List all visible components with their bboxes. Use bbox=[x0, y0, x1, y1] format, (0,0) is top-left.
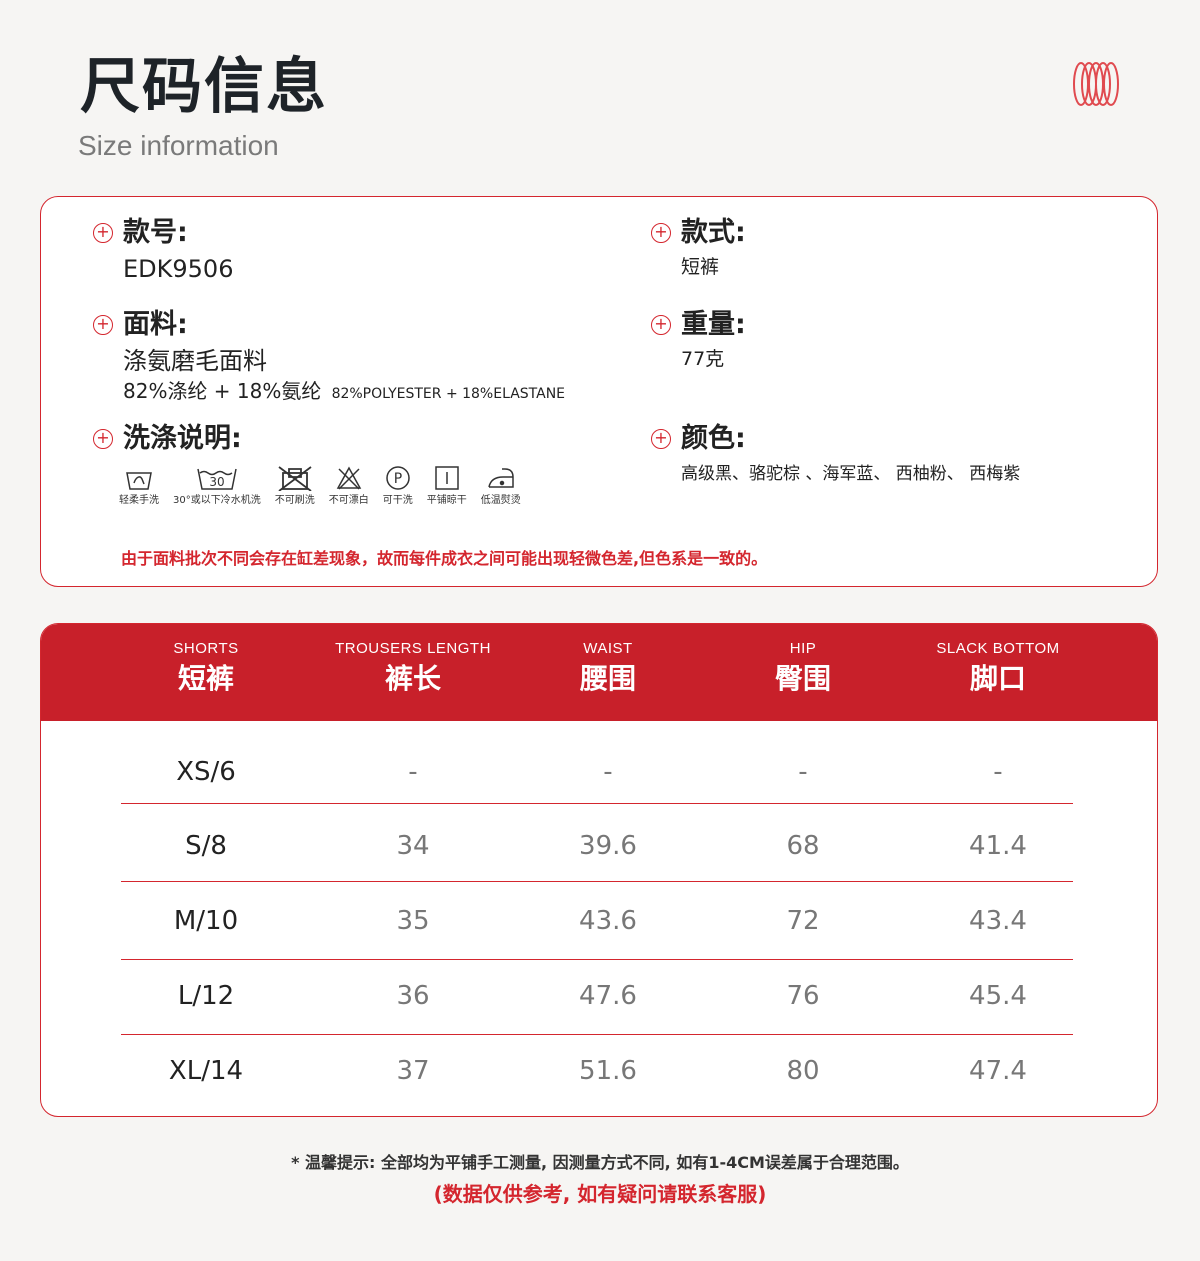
table-cell: 51.6 bbox=[579, 1056, 637, 1086]
page-title: 尺码信息 bbox=[80, 52, 328, 122]
column-header: HIP 臀围 bbox=[775, 640, 831, 696]
column-header: SHORTS 短裤 bbox=[173, 640, 238, 696]
dry-flat-icon bbox=[434, 466, 459, 490]
table-cell: 39.6 bbox=[579, 831, 637, 861]
table-cell: - bbox=[408, 757, 418, 787]
iron-low-icon bbox=[487, 468, 514, 488]
field-value: 涤氨磨毛面料 bbox=[123, 347, 267, 375]
size-label: XS/6 bbox=[176, 757, 236, 787]
svg-text:P: P bbox=[394, 471, 402, 487]
machine-wash-30-icon: 30 bbox=[197, 468, 237, 490]
product-info-card: + 款号: EDK9506 + 款式: 短裤 + 面料: 涤氨磨毛面料 82%涤纶 +… bbox=[40, 196, 1158, 587]
care-item: 低温熨烫 bbox=[481, 465, 521, 507]
field-value: 高级黑、骆驼棕 、海军蓝、 西柚粉、 西梅紫 bbox=[681, 464, 1021, 484]
table-header: SHORTS 短裤 TROUSERS LENGTH 裤长 WAIST 腰围 HIP 臀围 SLA… bbox=[41, 624, 1157, 721]
table-cell: - bbox=[603, 757, 613, 787]
care-item: P 可干洗 bbox=[383, 465, 413, 507]
style-number-field: + 款号: EDK9506 bbox=[93, 217, 234, 283]
care-item: 轻柔手洗 bbox=[119, 465, 159, 507]
measurement-tip: * 温馨提示: 全部均为平铺手工测量, 因测量方式不同, 如有1-4CM误差属于… bbox=[291, 1153, 909, 1172]
field-label: 颜色: bbox=[681, 423, 746, 454]
plus-icon: + bbox=[93, 315, 113, 335]
care-item: 不可刷洗 bbox=[275, 465, 315, 507]
plus-icon: + bbox=[93, 429, 113, 449]
color-difference-warning: 由于面料批次不同会存在缸差现象，故而每件成衣之间可能出现轻微色差,但色系是一致的… bbox=[121, 549, 768, 568]
hand-wash-icon bbox=[126, 472, 152, 490]
field-value: 77克 bbox=[681, 348, 725, 370]
plus-icon: + bbox=[93, 223, 113, 243]
plus-icon: + bbox=[651, 429, 671, 449]
table-cell: 43.4 bbox=[969, 906, 1027, 936]
column-header-cn: 短裤 bbox=[177, 662, 235, 695]
column-header: SLACK BOTTOM 脚口 bbox=[936, 640, 1059, 696]
no-brush-icon bbox=[278, 466, 312, 491]
table-cell: - bbox=[993, 757, 1003, 787]
size-label: S/8 bbox=[185, 831, 227, 861]
table-cell: 37 bbox=[396, 1056, 430, 1086]
table-cell: 34 bbox=[396, 831, 430, 861]
care-icons: 轻柔手洗 30 30°或以下冷水机洗 不可刷洗 不可漂白 P 可干洗 平铺晾干 低温… bbox=[119, 465, 535, 507]
field-label: 重量: bbox=[681, 309, 746, 340]
size-table: SHORTS 短裤 TROUSERS LENGTH 裤长 WAIST 腰围 HIP 臀围 SLA… bbox=[40, 623, 1158, 1117]
column-header: TROUSERS LENGTH 裤长 bbox=[335, 640, 491, 696]
svg-text:30: 30 bbox=[209, 475, 224, 489]
brand-logo-icon bbox=[1073, 62, 1119, 106]
field-label: 款式: bbox=[681, 217, 746, 248]
dry-clean-p-icon: P bbox=[385, 466, 410, 490]
field-label: 面料: bbox=[123, 309, 188, 340]
table-cell: 76 bbox=[786, 981, 820, 1011]
column-header-en: SHORTS bbox=[173, 640, 239, 657]
column-header-cn: 臀围 bbox=[774, 662, 832, 695]
column-header-cn: 脚口 bbox=[969, 662, 1026, 695]
composition-en: 82%POLYESTER + 18%ELASTANE bbox=[331, 386, 566, 402]
table-cell: 68 bbox=[786, 831, 820, 861]
composition-cn: 82%涤纶 + 18%氨纶 bbox=[123, 379, 322, 403]
column-header-cn: 腰围 bbox=[579, 662, 637, 695]
column-header-en: SLACK BOTTOM bbox=[936, 640, 1060, 657]
column-header-en: HIP bbox=[789, 640, 817, 657]
color-field: + 颜色: 高级黑、骆驼棕 、海军蓝、 西柚粉、 西梅紫 bbox=[651, 423, 1021, 485]
table-cell: 35 bbox=[396, 906, 430, 936]
care-item: 30 30°或以下冷水机洗 bbox=[173, 465, 261, 507]
column-header-en: TROUSERS LENGTH bbox=[335, 640, 491, 657]
care-item: 不可漂白 bbox=[329, 465, 369, 507]
field-value: 短裤 bbox=[681, 256, 720, 278]
no-bleach-icon bbox=[336, 466, 362, 490]
page-subtitle: Size information bbox=[78, 130, 279, 161]
table-cell: 45.4 bbox=[969, 981, 1027, 1011]
table-cell: - bbox=[798, 757, 808, 787]
care-item: 平铺晾干 bbox=[427, 465, 467, 507]
row-divider bbox=[121, 881, 1073, 882]
row-divider bbox=[121, 959, 1073, 960]
table-cell: 80 bbox=[786, 1056, 820, 1086]
field-value: EDK9506 bbox=[123, 255, 234, 283]
column-header-cn: 裤长 bbox=[384, 662, 442, 695]
size-label: L/12 bbox=[177, 981, 235, 1011]
row-divider bbox=[121, 1034, 1073, 1035]
reference-note: (数据仅供参考, 如有疑问请联系客服) bbox=[433, 1182, 767, 1206]
plus-icon: + bbox=[651, 223, 671, 243]
table-cell: 43.6 bbox=[579, 906, 637, 936]
field-label: 洗涤说明: bbox=[123, 423, 242, 454]
table-cell: 36 bbox=[396, 981, 430, 1011]
field-label: 款号: bbox=[123, 217, 188, 248]
size-label: M/10 bbox=[173, 906, 239, 936]
care-field: + 洗涤说明: bbox=[93, 423, 242, 455]
style-field: + 款式: 短裤 bbox=[651, 217, 746, 279]
table-cell: 47.6 bbox=[579, 981, 637, 1011]
weight-field: + 重量: 77克 bbox=[651, 309, 746, 371]
table-cell: 47.4 bbox=[969, 1056, 1027, 1086]
size-label: XL/14 bbox=[168, 1056, 244, 1086]
fabric-field: + 面料: 涤氨磨毛面料 82%涤纶 + 18%氨纶 82%POLYESTER +… bbox=[93, 309, 566, 403]
column-header-en: WAIST bbox=[583, 640, 633, 657]
table-cell: 41.4 bbox=[969, 831, 1027, 861]
plus-icon: + bbox=[651, 315, 671, 335]
table-cell: 72 bbox=[786, 906, 820, 936]
row-divider bbox=[121, 803, 1073, 804]
column-header: WAIST 腰围 bbox=[580, 640, 636, 696]
